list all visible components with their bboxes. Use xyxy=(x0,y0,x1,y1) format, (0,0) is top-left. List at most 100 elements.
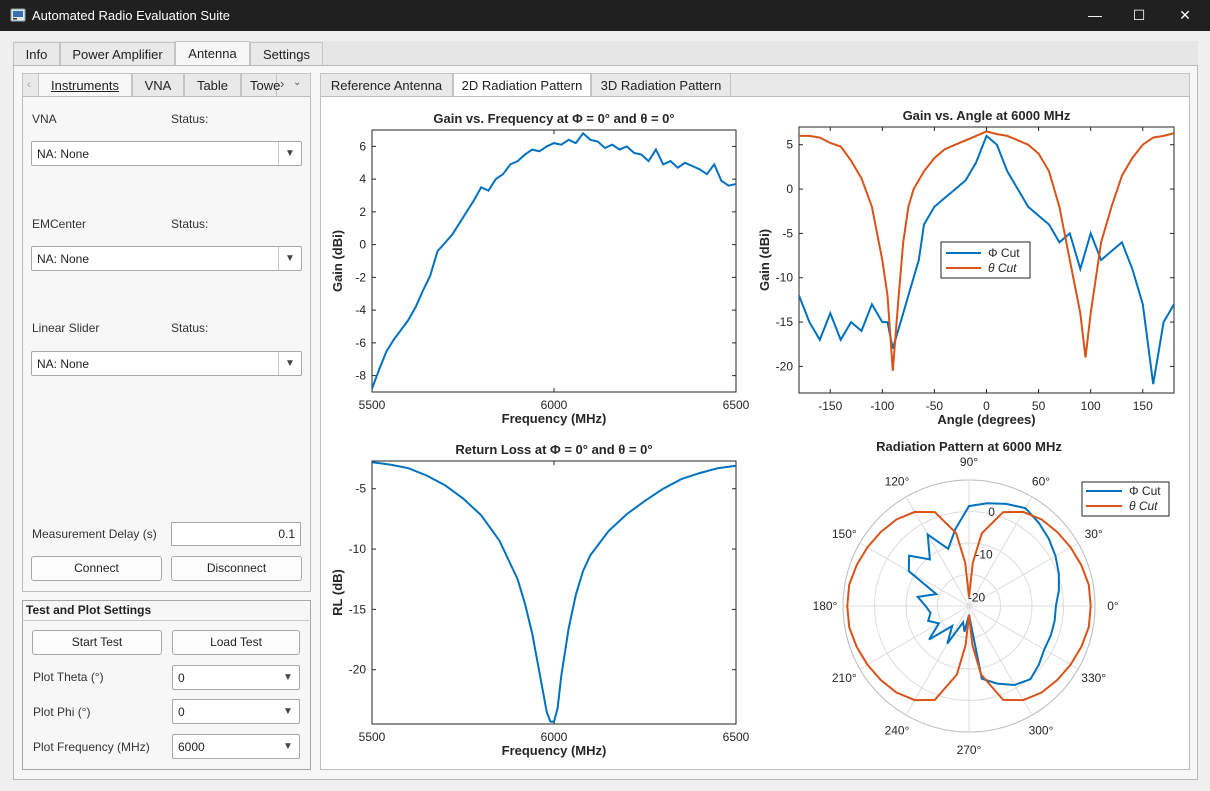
y-axis-label: RL (dB) xyxy=(330,569,345,616)
angle-tick-label: 330° xyxy=(1081,671,1106,685)
y-tick-label: -5 xyxy=(355,482,366,496)
y-tick-label: -5 xyxy=(782,226,793,240)
x-axis-label: Frequency (MHz) xyxy=(502,743,607,758)
radius-tick-label: 0 xyxy=(988,505,995,519)
maximize-button[interactable]: ☐ xyxy=(1132,7,1146,23)
dropdown-arrow-icon: ▼ xyxy=(278,142,301,165)
dropdown-arrow-icon: ▼ xyxy=(283,706,293,717)
plot-area-0 xyxy=(371,129,737,393)
series-line-gain-0 xyxy=(372,131,736,390)
tab-tower[interactable]: Towe xyxy=(241,73,280,96)
emcenter-select-value: NA: None xyxy=(37,252,90,266)
plot-theta-label: Plot Theta (°) xyxy=(33,670,104,684)
emcenter-label: EMCenter xyxy=(32,217,87,231)
x-tick-label: 50 xyxy=(1032,399,1046,413)
legend-entry: Φ Cut xyxy=(1129,484,1161,498)
y-tick-label: 0 xyxy=(359,238,366,252)
tab-settings[interactable]: Settings xyxy=(250,42,323,65)
vna-select[interactable]: NA: None ▼ xyxy=(31,141,302,166)
disconnect-button[interactable]: Disconnect xyxy=(171,556,302,581)
plot-area-2 xyxy=(371,460,737,725)
chart-title: Return Loss at Φ = 0° and θ = 0° xyxy=(455,442,652,457)
x-axis-label: Frequency (MHz) xyxy=(502,411,607,426)
angle-tick-label: 270° xyxy=(957,743,982,757)
polar-spoke xyxy=(968,542,1079,607)
plot-phi-label: Plot Phi (°) xyxy=(33,705,91,719)
emcenter-select[interactable]: NA: None ▼ xyxy=(31,246,302,271)
polar-spoke xyxy=(859,542,970,607)
vna-select-value: NA: None xyxy=(37,147,90,161)
tab-2d-radiation-pattern[interactable]: 2D Radiation Pattern xyxy=(453,73,591,98)
y-tick-label: 2 xyxy=(359,205,366,219)
polar-spoke xyxy=(905,605,970,716)
y-tick-label: -10 xyxy=(349,542,367,556)
measurement-delay-input[interactable]: 0.1 xyxy=(171,522,301,546)
angle-tick-label: 210° xyxy=(832,671,857,685)
dropdown-arrow-icon: ▼ xyxy=(283,741,293,752)
y-tick-label: 4 xyxy=(359,172,366,186)
tab-scroll-left-icon[interactable]: ‹ xyxy=(27,77,31,91)
plot-theta-value: 0 xyxy=(178,671,185,685)
tab-3d-radiation-pattern[interactable]: 3D Radiation Pattern xyxy=(591,73,731,96)
dropdown-arrow-icon: ▼ xyxy=(278,247,301,270)
angle-tick-label: 150° xyxy=(832,527,857,541)
tab-instruments[interactable]: Instruments xyxy=(38,73,132,98)
x-tick-label: -50 xyxy=(926,399,944,413)
angle-tick-label: 0° xyxy=(1107,599,1119,613)
y-tick-label: 6 xyxy=(359,139,366,153)
polar-series-0 xyxy=(907,502,1060,687)
close-button[interactable]: ✕ xyxy=(1179,7,1191,23)
polar-spoke xyxy=(968,605,1079,670)
vna-status-label: Status: xyxy=(171,112,209,126)
plot-phi-select[interactable]: 0 ▼ xyxy=(172,699,300,724)
y-tick-label: -8 xyxy=(355,369,366,383)
angle-tick-label: 90° xyxy=(960,455,978,469)
tab-vna[interactable]: VNA xyxy=(132,73,184,96)
angle-tick-label: 240° xyxy=(885,724,910,738)
window-title: Automated Radio Evaluation Suite xyxy=(32,8,231,23)
plot-frequency-select[interactable]: 6000 ▼ xyxy=(172,734,300,759)
start-test-button[interactable]: Start Test xyxy=(32,630,162,655)
polar-spoke xyxy=(905,496,970,607)
radius-tick-label: -10 xyxy=(975,548,993,562)
linear-slider-select[interactable]: NA: None ▼ xyxy=(31,351,302,376)
y-axis-label: Gain (dBi) xyxy=(757,229,772,291)
measurement-delay-label: Measurement Delay (s) xyxy=(32,527,157,541)
legend-box xyxy=(1081,481,1170,517)
polar-spoke xyxy=(968,496,1033,607)
vna-label: VNA xyxy=(32,112,57,126)
minimize-button[interactable]: — xyxy=(1088,7,1102,23)
y-axis-label: Gain (dBi) xyxy=(330,230,345,292)
y-tick-label: -20 xyxy=(776,359,794,373)
tab-antenna[interactable]: Antenna xyxy=(175,41,250,66)
tab-overflow-chevron-icon[interactable]: ⌄ xyxy=(293,77,302,88)
x-tick-label: -100 xyxy=(870,399,894,413)
angle-tick-label: 120° xyxy=(885,474,910,488)
tab-power-amplifier[interactable]: Power Amplifier xyxy=(60,42,175,65)
x-tick-label: -150 xyxy=(818,399,842,413)
legend-entry: θ Cut xyxy=(1129,499,1158,513)
plot-phi-value: 0 xyxy=(178,705,185,719)
tab-scroll-right-icon[interactable]: › xyxy=(280,76,285,91)
series-line-gain-2 xyxy=(372,461,736,723)
load-test-button[interactable]: Load Test xyxy=(172,630,300,655)
legend-entry: Φ Cut xyxy=(988,246,1020,260)
polar-spoke xyxy=(968,605,1033,716)
tab-table[interactable]: Table xyxy=(184,73,241,96)
angle-tick-label: 300° xyxy=(1029,724,1054,738)
tab-reference-antenna[interactable]: Reference Antenna xyxy=(320,73,453,96)
plot-theta-select[interactable]: 0 ▼ xyxy=(172,665,300,690)
x-tick-label: 6000 xyxy=(541,730,568,744)
x-tick-label: 5500 xyxy=(359,398,386,412)
group-divider xyxy=(22,620,311,621)
y-tick-label: -2 xyxy=(355,270,366,284)
x-tick-label: 5500 xyxy=(359,730,386,744)
instruments-panel xyxy=(22,96,311,592)
dropdown-arrow-icon: ▼ xyxy=(278,352,301,375)
x-tick-label: 100 xyxy=(1081,399,1101,413)
tab-info[interactable]: Info xyxy=(13,42,60,65)
plot-frequency-label: Plot Frequency (MHz) xyxy=(33,740,150,754)
connect-button[interactable]: Connect xyxy=(31,556,162,581)
